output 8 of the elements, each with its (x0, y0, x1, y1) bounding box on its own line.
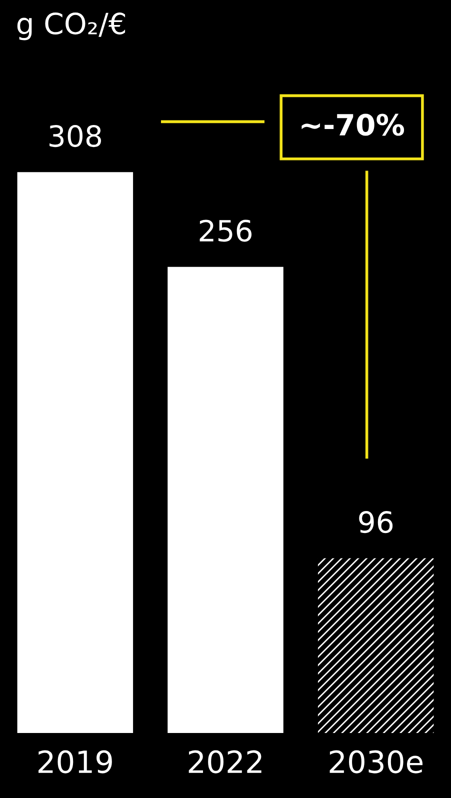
data-label: 308 (50, 125, 102, 148)
data-label: 96 (359, 511, 393, 534)
x-tick-label: 2022 (188, 750, 262, 774)
x-tick-label: 2019 (38, 750, 112, 774)
text: ~-70% (302, 114, 404, 136)
data-label: 256 (200, 220, 252, 242)
x-tick-label: 2030e (330, 750, 422, 774)
chart-title: g CO₂/€ (17, 12, 126, 40)
